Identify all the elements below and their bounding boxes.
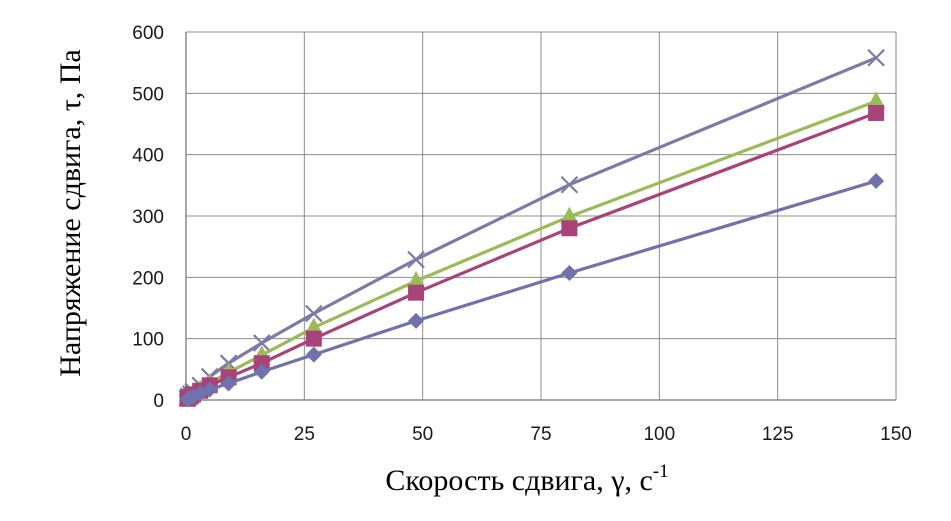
y-tick-label: 300 (132, 207, 164, 228)
data-point-square (253, 355, 270, 372)
data-point-square (561, 220, 578, 237)
x-axis-title-main: Скорость сдвига, γ, с (385, 464, 652, 497)
y-tick-label: 200 (132, 268, 164, 289)
y-tick-label: 400 (132, 146, 164, 167)
data-point-diamond (408, 312, 425, 329)
grid-lines (185, 31, 897, 401)
plot-area (185, 32, 896, 401)
data-point-cross (252, 334, 271, 352)
series-line (185, 99, 878, 401)
data-point-diamond (253, 363, 270, 380)
y-axis-title: Напряжение сдвига, τ, Па (54, 49, 87, 376)
series-line (185, 56, 878, 400)
data-point-square (868, 104, 885, 121)
x-tick-label: 150 (880, 424, 912, 445)
data-point-square (408, 284, 425, 301)
series-triangle (178, 91, 886, 406)
y-tick-label: 100 (132, 330, 164, 351)
data-point-triangle (867, 91, 886, 109)
series-line (185, 179, 878, 401)
x-tick-label: 100 (643, 424, 675, 445)
data-point-triangle (304, 317, 323, 335)
x-tick-label: 25 (294, 424, 315, 445)
x-tick-label: 75 (530, 424, 551, 445)
data-point-diamond (561, 265, 578, 282)
y-tick-label: 500 (132, 84, 164, 105)
data-point-square (305, 330, 322, 347)
series-square (179, 104, 885, 407)
y-tick-label: 600 (132, 23, 164, 44)
data-point-cross (305, 304, 323, 323)
x-axis-tick-labels: 0 25 50 75 100 125 150 (181, 424, 912, 445)
series-layer (178, 48, 886, 408)
data-point-cross (560, 175, 579, 194)
x-tick-label: 50 (412, 424, 433, 445)
data-point-diamond (868, 173, 885, 190)
data-point-cross (407, 250, 425, 269)
data-point-diamond (201, 381, 218, 398)
data-point-triangle (560, 206, 579, 224)
series-line (185, 111, 878, 401)
data-point-triangle (407, 271, 426, 289)
series-diamond (179, 173, 885, 408)
data-point-cross (867, 48, 885, 67)
y-axis-tick-labels: 0 100 200 300 400 500 600 (132, 23, 164, 412)
y-tick-label: 0 (153, 391, 164, 412)
data-point-diamond (220, 375, 237, 392)
x-tick-label: 0 (181, 424, 192, 445)
data-point-diamond (305, 346, 322, 363)
x-axis-title: Скорость сдвига, γ, с-1 (385, 461, 668, 497)
x-axis-title-superscript: -1 (653, 461, 669, 482)
x-tick-label: 125 (762, 424, 794, 445)
